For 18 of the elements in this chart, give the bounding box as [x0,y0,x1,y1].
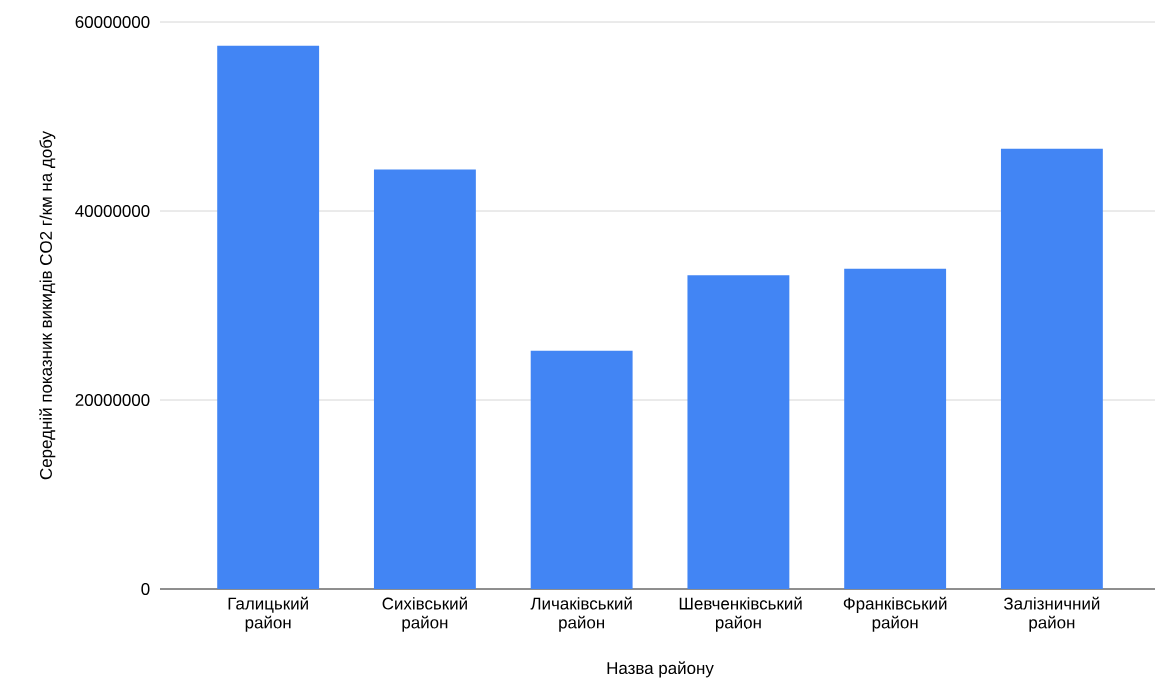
y-axis-title: Середній показник викидів CO2 г/км на добу [39,131,56,480]
y-tick-label: 60000000 [75,16,150,28]
bar [844,268,947,589]
bar [530,350,633,589]
bar [687,275,790,589]
x-tick-label: Шевченківський район [679,596,802,632]
x-tick-label: Франківський район [843,596,947,632]
x-tick-label: Личаківський район [530,596,632,632]
x-tick-label: Сихівський район [382,596,467,632]
y-tick-label: 40000000 [75,205,150,217]
bar [373,169,476,589]
y-tick-label: 20000000 [75,394,150,406]
bar [1000,148,1103,589]
x-tick-label: Залізничний район [1003,596,1100,632]
bar [217,45,320,589]
y-tick-label: 0 [141,583,150,595]
x-tick-label: Галицький район [228,596,308,632]
x-axis-title: Назва району [607,661,714,678]
